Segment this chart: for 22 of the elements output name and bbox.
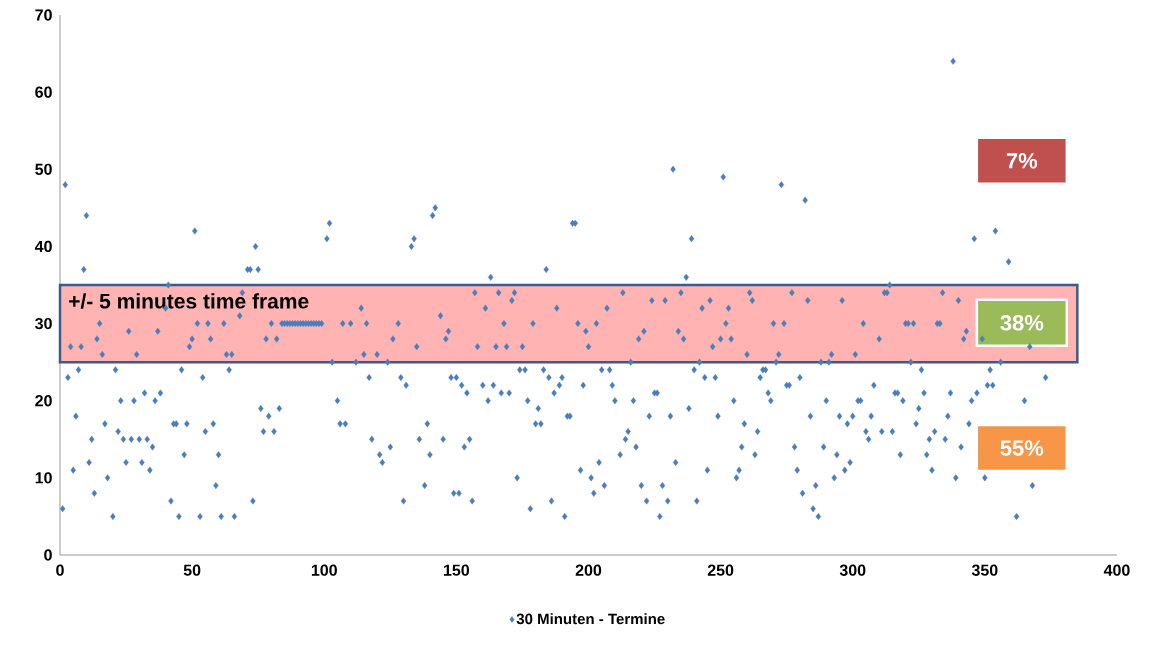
y-tick-label: 60: [35, 86, 52, 98]
x-tick-label: 50: [183, 564, 201, 576]
y-tick-label: 50: [35, 163, 52, 175]
y-tick-label: 20: [35, 395, 52, 407]
x-tick-label: 150: [444, 564, 470, 576]
annotation: 38%: [1000, 314, 1044, 331]
annotation: 55%: [1000, 440, 1044, 456]
y-tick-label: 40: [34, 240, 52, 253]
x-tick-label: 300: [839, 564, 866, 576]
x-tick-label: 100: [311, 564, 337, 576]
y-tick-label: 0: [44, 549, 52, 561]
x-tick-label: 200: [575, 564, 602, 576]
y-tick-label: 70: [35, 9, 52, 21]
legend-label: 30 Minuten - Termine: [516, 613, 665, 625]
x-tick-label: 250: [707, 564, 734, 576]
x-tick-label: 400: [1103, 564, 1130, 576]
annotation: 7%: [1006, 153, 1038, 169]
band-label: +/- 5 minutes time frame: [69, 293, 309, 309]
x-tick-label: 350: [971, 564, 998, 576]
y-tick-label: 30: [35, 317, 52, 330]
y-tick-label: 10: [35, 472, 52, 484]
x-tick-label: 0: [56, 564, 64, 576]
